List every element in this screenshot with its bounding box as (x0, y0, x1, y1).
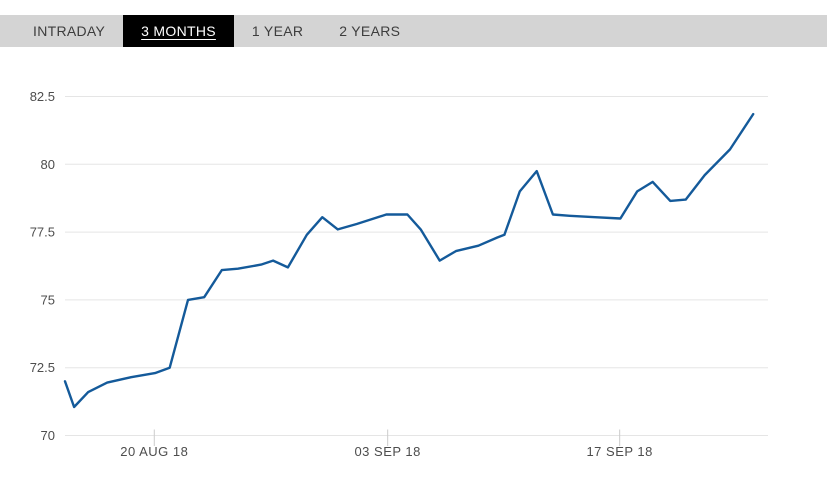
tab-intraday[interactable]: INTRADAY (15, 15, 123, 47)
tab-3-months[interactable]: 3 MONTHS (123, 15, 234, 47)
y-axis-label: 80 (41, 157, 55, 172)
y-axis-label: 75 (41, 292, 55, 307)
tab-3-months-label: 3 MONTHS (141, 23, 216, 39)
x-axis-label: 20 AUG 18 (120, 444, 188, 459)
tab-2-years-label: 2 YEARS (339, 23, 401, 39)
y-axis-label: 77.5 (30, 225, 55, 240)
time-range-tabs: INTRADAY 3 MONTHS 1 YEAR 2 YEARS (0, 15, 827, 47)
tab-2-years[interactable]: 2 YEARS (321, 15, 418, 47)
tab-1-year[interactable]: 1 YEAR (234, 15, 321, 47)
y-axis-label: 72.5 (30, 360, 55, 375)
tab-intraday-label: INTRADAY (33, 23, 106, 39)
tab-1-year-label: 1 YEAR (251, 23, 304, 39)
x-axis-label: 17 SEP 18 (586, 444, 652, 459)
y-axis-label: 82.5 (30, 89, 55, 104)
x-axis-label: 03 SEP 18 (354, 444, 420, 459)
y-axis-label: 70 (41, 428, 55, 443)
price-line (63, 112, 755, 409)
